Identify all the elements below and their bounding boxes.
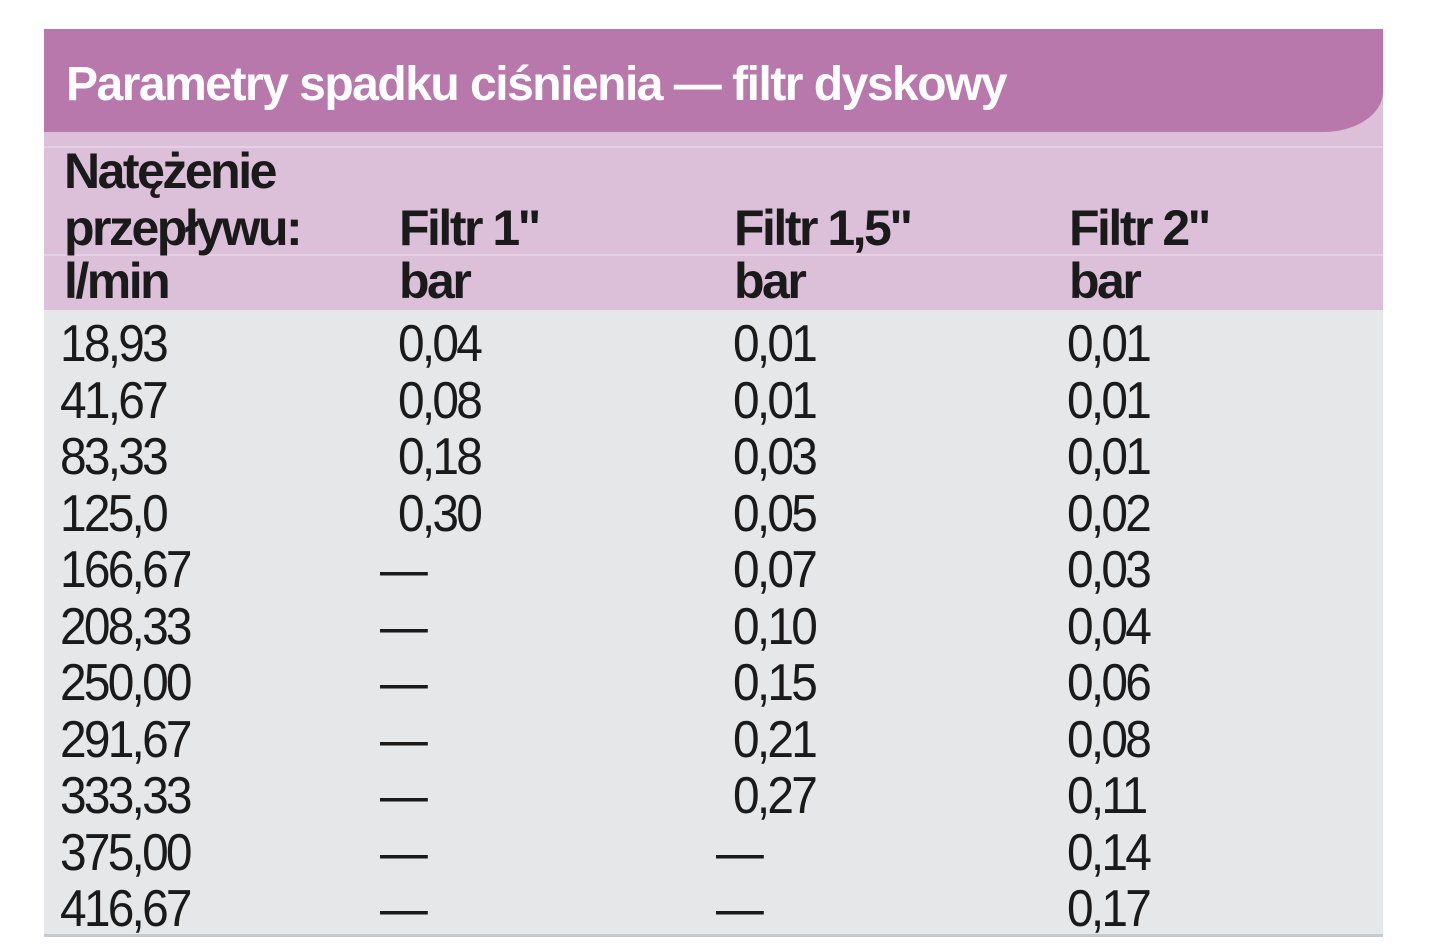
filter-2-cell: 0,01 bbox=[1067, 315, 1152, 373]
filter-1-5-cell: 0,21 bbox=[733, 710, 818, 769]
table-body: 18,93 0,04 0,01 0,01 41,67 0,08 0,01 0,0… bbox=[44, 310, 1383, 937]
table-row: 41,67 0,08 0,01 0,01 bbox=[44, 373, 1383, 430]
filter-1-5-cell: 0,27 bbox=[733, 767, 818, 825]
filter-1-cell: 0,04 bbox=[398, 315, 483, 373]
flow-cell: 83,33 bbox=[60, 428, 169, 486]
filter-2-cell: 0,01 bbox=[1067, 428, 1152, 486]
table-row: 250,00 — 0,15 0,06 bbox=[44, 655, 1383, 712]
filter-1-cell: — bbox=[380, 823, 428, 882]
filter-1-5-cell: 0,05 bbox=[733, 484, 818, 543]
flow-cell: 18,93 bbox=[60, 315, 169, 373]
filter-1-5-cell: 0,03 bbox=[733, 428, 818, 486]
table-row: 333,33 — 0,27 0,11 bbox=[44, 768, 1383, 825]
filter-1-5-cell: — bbox=[716, 823, 764, 882]
filter-2-cell: 0,03 bbox=[1067, 541, 1152, 599]
header-rule bbox=[44, 146, 1383, 148]
header-filter-2-unit: bar bbox=[1069, 253, 1142, 309]
filter-1-5-cell: 0,10 bbox=[733, 597, 818, 656]
header-rule bbox=[44, 254, 1383, 256]
filter-2-cell: 0,17 bbox=[1067, 880, 1152, 938]
table-row: 416,67 — — 0,17 bbox=[44, 881, 1383, 938]
filter-1-5-cell: 0,01 bbox=[733, 315, 818, 373]
table-row: 208,33 — 0,10 0,04 bbox=[44, 599, 1383, 656]
filter-1-5-cell: 0,15 bbox=[733, 654, 818, 712]
flow-cell: 333,33 bbox=[60, 767, 193, 825]
table-row: 18,93 0,04 0,01 0,01 bbox=[44, 316, 1383, 373]
table-header: Natężenie przepływu: l/min Filtr 1" bar … bbox=[44, 132, 1383, 310]
filter-1-5-cell: 0,07 bbox=[733, 541, 818, 599]
filter-1-cell: — bbox=[380, 541, 428, 599]
table-row: 291,67 — 0,21 0,08 bbox=[44, 712, 1383, 769]
header-filter-1-5-unit: bar bbox=[734, 253, 807, 309]
filter-2-cell: 0,02 bbox=[1067, 484, 1152, 543]
table-row: 375,00 — — 0,14 bbox=[44, 825, 1383, 882]
header-filter-1-title: Filtr 1" bbox=[399, 200, 541, 256]
filter-1-cell: — bbox=[380, 654, 428, 712]
flow-cell: 166,67 bbox=[60, 541, 193, 599]
filter-2-cell: 0,11 bbox=[1067, 767, 1148, 825]
filter-1-5-cell: — bbox=[716, 880, 764, 938]
filter-1-5-cell: 0,01 bbox=[733, 371, 818, 430]
filter-1-cell: 0,30 bbox=[398, 484, 483, 543]
table-row: 83,33 0,18 0,03 0,01 bbox=[44, 429, 1383, 486]
filter-2-cell: 0,08 bbox=[1067, 710, 1152, 769]
header-filter-1-5-title: Filtr 1,5" bbox=[734, 200, 913, 256]
flow-cell: 125,0 bbox=[60, 484, 169, 543]
table-title: Parametry spadku ciśnienia — filtr dysko… bbox=[66, 58, 1008, 111]
filter-2-cell: 0,14 bbox=[1067, 823, 1152, 882]
header-filter-1-unit: bar bbox=[399, 253, 472, 309]
filter-1-cell: — bbox=[380, 880, 428, 938]
filter-2-cell: 0,04 bbox=[1067, 597, 1152, 656]
flow-cell: 416,67 bbox=[60, 880, 193, 938]
filter-2-cell: 0,01 bbox=[1067, 371, 1152, 430]
filter-1-cell: 0,08 bbox=[398, 371, 483, 430]
header-flow-unit: l/min bbox=[64, 253, 171, 309]
header-filter-2-title: Filtr 2" bbox=[1069, 200, 1211, 256]
filter-1-cell: — bbox=[380, 767, 428, 825]
flow-cell: 208,33 bbox=[60, 597, 193, 656]
filter-2-cell: 0,06 bbox=[1067, 654, 1152, 712]
pressure-drop-table: Parametry spadku ciśnienia — filtr dysko… bbox=[44, 29, 1383, 937]
filter-1-cell: 0,18 bbox=[398, 428, 483, 486]
table-row: 125,0 0,30 0,05 0,02 bbox=[44, 486, 1383, 543]
header-flow-line1: Natężenie bbox=[64, 143, 277, 199]
flow-cell: 375,00 bbox=[60, 823, 193, 882]
flow-cell: 291,67 bbox=[60, 710, 193, 769]
table-row: 166,67 — 0,07 0,03 bbox=[44, 542, 1383, 599]
filter-1-cell: — bbox=[380, 710, 428, 769]
header-flow-line2: przepływu: bbox=[64, 200, 303, 256]
title-bar: Parametry spadku ciśnienia — filtr dysko… bbox=[44, 29, 1383, 132]
filter-1-cell: — bbox=[380, 597, 428, 656]
flow-cell: 41,67 bbox=[60, 371, 169, 430]
flow-cell: 250,00 bbox=[60, 654, 193, 712]
